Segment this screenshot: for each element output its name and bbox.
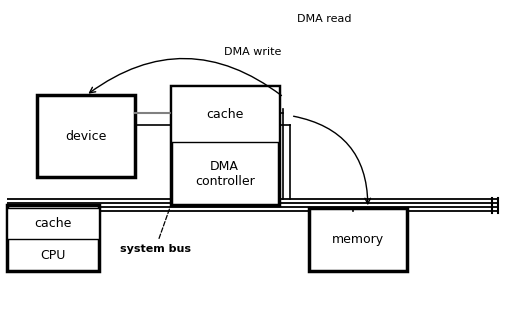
- FancyBboxPatch shape: [7, 205, 99, 271]
- Text: DMA
controller: DMA controller: [195, 160, 254, 188]
- Text: cache: cache: [206, 108, 244, 121]
- Text: cache: cache: [34, 217, 71, 230]
- FancyBboxPatch shape: [309, 208, 407, 271]
- FancyBboxPatch shape: [171, 86, 279, 142]
- Text: memory: memory: [332, 233, 384, 246]
- FancyBboxPatch shape: [7, 208, 99, 240]
- Text: DMA read: DMA read: [297, 14, 352, 24]
- Text: device: device: [66, 130, 107, 143]
- Text: CPU: CPU: [40, 249, 66, 262]
- FancyBboxPatch shape: [37, 95, 135, 177]
- FancyBboxPatch shape: [171, 86, 279, 205]
- Text: system bus: system bus: [120, 208, 191, 254]
- Text: DMA write: DMA write: [224, 46, 282, 57]
